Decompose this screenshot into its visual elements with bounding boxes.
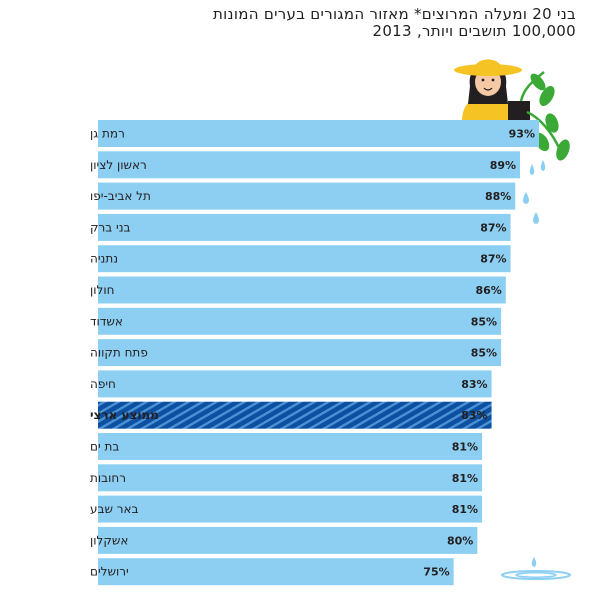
leaf-icon — [530, 73, 546, 91]
category-label: ממוצע ארצי — [90, 408, 159, 422]
value-label: 85% — [471, 347, 497, 360]
value-label: 87% — [480, 221, 506, 234]
bar — [98, 307, 502, 335]
value-label: 93% — [509, 128, 535, 141]
water-drops-icon — [523, 160, 546, 567]
category-label: תל אביב-יפו — [90, 189, 151, 203]
woman-eye-right — [491, 78, 495, 82]
category-label: רחובות — [90, 471, 126, 485]
category-label: באר שבע — [90, 502, 139, 516]
bar — [98, 182, 516, 210]
water-drop-icon — [540, 160, 546, 171]
woman-with-hat-icon — [454, 59, 530, 121]
bar — [98, 245, 511, 273]
value-label: 85% — [471, 315, 497, 328]
plant-stem-2 — [526, 110, 562, 151]
category-label: בני ברק — [90, 220, 131, 234]
value-label: 81% — [452, 441, 478, 454]
value-label: 75% — [423, 566, 449, 579]
bars-layer: רמת גן 93% ראשון לציון 89% תל אביב-יפו 88% בני… — [90, 120, 539, 586]
category-label: פתח תקווה — [90, 346, 148, 360]
category-label: ראשון לציון — [90, 158, 147, 172]
bar — [98, 120, 539, 147]
woman-mouth — [483, 87, 493, 91]
chart-title-line-2: 100,000 תושבים ויותר, 2013 — [372, 22, 576, 40]
bar — [98, 495, 483, 523]
water-drop-icon — [529, 164, 535, 175]
category-label: חולון — [90, 283, 114, 297]
category-label: ירושלים — [90, 565, 129, 579]
water-drop-icon — [523, 192, 529, 204]
value-label: 87% — [480, 253, 506, 266]
value-label: 80% — [447, 534, 473, 547]
bar — [98, 213, 511, 241]
value-label: 81% — [452, 472, 478, 485]
category-label: בת ים — [90, 440, 119, 454]
value-label: 81% — [452, 503, 478, 516]
bar — [98, 151, 521, 179]
bar — [98, 464, 483, 492]
bar — [98, 370, 492, 398]
bar — [98, 276, 506, 304]
bar — [98, 558, 454, 586]
category-label: אשקלון — [90, 533, 128, 547]
hat-crown-icon — [474, 59, 502, 70]
category-label: נתניה — [90, 252, 118, 266]
category-label: חיפה — [90, 377, 116, 391]
water-drop-icon — [531, 557, 537, 567]
value-label: 83% — [461, 378, 487, 391]
bar — [98, 526, 478, 554]
bar — [98, 339, 502, 367]
value-label: 83% — [461, 409, 487, 422]
value-label: 88% — [485, 190, 511, 203]
woman-eye-left — [481, 78, 485, 82]
water-drop-icon — [533, 212, 539, 224]
plant-stem — [519, 71, 545, 102]
category-label: רמת גן — [90, 127, 125, 141]
category-label: אשדוד — [90, 314, 123, 328]
leaf-icon — [539, 86, 555, 106]
chart-title-line-1: בני 20 ומעלה המרוצים* מאזור המגורים בערי… — [212, 5, 576, 23]
plant-pot-icon — [508, 101, 530, 120]
water-puddle-icon — [501, 570, 571, 580]
bar — [98, 433, 483, 460]
value-label: 86% — [475, 284, 501, 297]
chart-title: בני 20 ומעלה המרוצים* מאזור המגורים בערי… — [16, 6, 576, 40]
value-label: 89% — [490, 159, 516, 172]
leaf-icon — [556, 139, 570, 161]
leaf-icon — [545, 113, 559, 133]
bar-average — [98, 401, 492, 429]
